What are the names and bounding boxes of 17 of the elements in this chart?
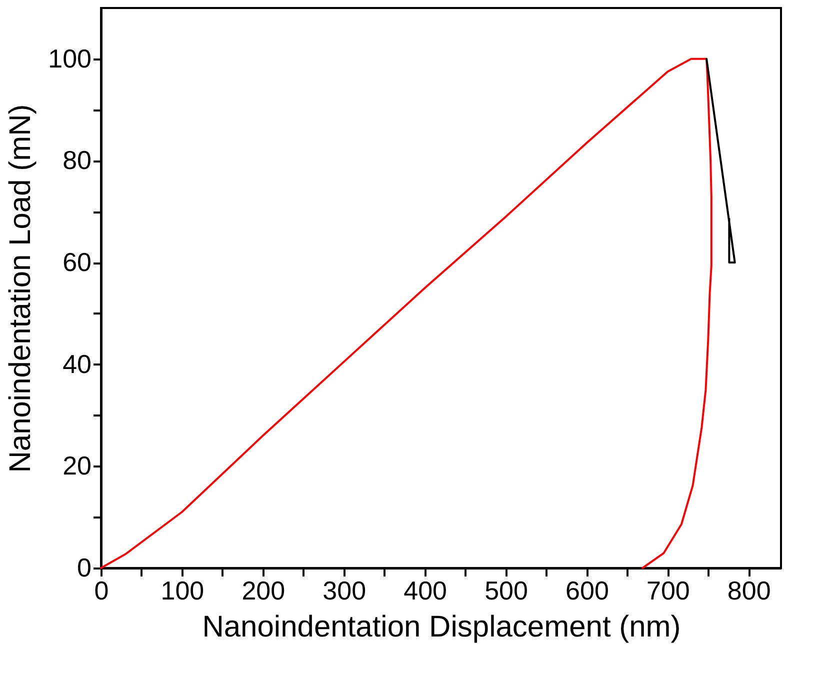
y-axis-title: Nanoindentation Load (mN) [4,104,38,473]
y-tick-label: 40 [62,348,92,379]
y-tick-label: 20 [62,450,92,481]
y-tick-label: 60 [62,247,92,278]
x-tick-label: 700 [646,576,690,606]
x-axis-title: Nanoindentation Displacement (nm) [202,610,681,644]
y-tick-label: 0 [77,552,92,582]
y-tick-label: 100 [48,43,92,74]
x-tick-label: 400 [404,576,448,606]
x-tick-label: 800 [727,576,771,606]
line-series [100,58,712,569]
x-tick-label: 600 [566,576,609,606]
x-tick-label: 500 [484,576,528,606]
x-tick-label: 200 [242,576,286,606]
y-tick-label: 80 [62,145,92,176]
x-tick-label: 100 [160,576,204,606]
x-tick-label: 300 [322,576,366,606]
